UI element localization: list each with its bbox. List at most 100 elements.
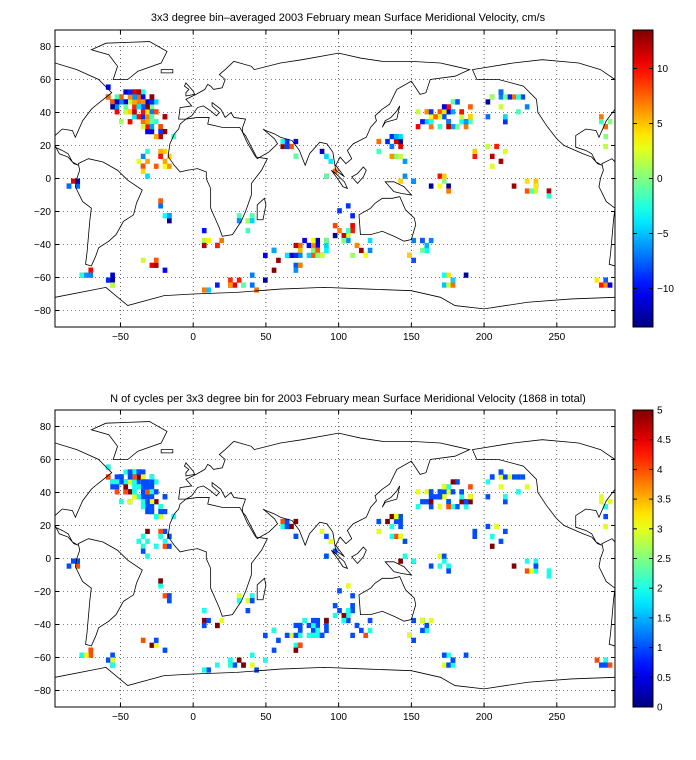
data-bin [546,193,552,199]
data-bin [411,617,417,624]
y-tick-label: −80 [34,306,51,317]
data-bin [503,474,508,480]
data-bin [472,528,478,535]
data-bin [84,272,89,278]
data-bin [105,657,111,663]
data-bin [441,114,447,120]
y-tick-label: −80 [34,686,51,697]
data-bin [119,94,124,100]
data-bin [389,533,395,539]
coastline [384,561,413,576]
data-bin [145,129,150,135]
data-bin [328,158,334,164]
data-bin [332,612,338,619]
y-tick-label: 80 [40,42,52,53]
data-bin [411,558,417,564]
data-bin [332,223,338,229]
data-bin [420,119,425,125]
data-bin [105,474,111,480]
data-bin [319,632,325,638]
data-bin [337,208,342,214]
data-bin [162,647,168,653]
data-bin [158,509,163,515]
data-bin [71,178,76,184]
data-bin [441,272,447,278]
data-bin [162,267,168,273]
x-tick-label: 200 [476,332,493,343]
data-bin [289,632,294,638]
data-bin [446,183,451,189]
data-bin [280,143,286,150]
data-bin [341,237,347,244]
colorbar-tick-label: 10 [657,64,669,75]
data-bin [162,543,168,549]
data-bin [162,593,168,599]
y-tick-label: 0 [45,174,51,185]
data-bin [455,504,460,510]
data-bin [446,124,451,130]
antarctica-coastline [54,286,616,310]
data-bin [446,272,451,278]
data-bin [446,652,451,658]
data-bin [511,183,517,189]
x-tick-label: −50 [112,332,129,343]
data-bin [332,548,338,554]
data-bin [428,124,434,130]
data-bin [127,479,133,485]
data-bin [341,617,347,624]
data-bin [533,183,539,189]
data-bin [498,104,504,110]
data-bin [350,608,355,614]
data-bin [376,148,382,155]
coastline [358,196,417,242]
coastline [358,576,417,622]
data-bin [145,173,150,179]
data-bin [149,114,155,120]
data-bin [132,494,137,500]
data-bin [153,133,159,140]
data-bin [603,282,609,288]
data-bin [446,282,451,288]
x-tick-label: 0 [190,332,196,343]
data-bin [132,474,137,480]
data-bin [263,252,268,258]
data-bin [350,593,355,599]
data-bin [350,213,355,219]
velocity-map-panel: −50 0 50 100 150 200 250806040200−20−40−60−801… [34,29,674,343]
data-bin [293,267,299,273]
data-bin [145,114,150,120]
data-bin [127,94,133,100]
colorbar-tick-label: 0 [657,174,663,185]
data-bin [293,252,299,258]
data-bin [136,494,142,500]
data-bin [127,499,133,505]
data-bin [420,247,425,254]
data-bin [319,148,325,155]
data-bin [149,262,155,268]
data-bin [280,523,286,530]
data-bin [123,104,129,110]
data-bin [145,499,150,505]
data-bin [167,543,172,549]
data-bin [599,282,604,288]
data-bin [284,252,290,258]
data-bin [498,469,504,475]
data-bin [158,153,163,159]
data-bin [149,509,155,515]
data-bin [398,513,403,520]
data-bin [428,114,434,120]
data-bin [132,114,137,120]
data-bin [345,237,351,244]
data-bin [324,247,329,254]
data-bin [367,247,373,254]
data-bin [136,538,142,544]
data-bin [463,499,469,505]
data-bin [511,94,517,100]
coastline [256,197,267,221]
data-bin [228,657,233,663]
data-bin [153,109,159,115]
data-bin [158,528,163,535]
data-bin [441,484,447,490]
data-bin [455,99,460,105]
data-bin [140,637,146,643]
